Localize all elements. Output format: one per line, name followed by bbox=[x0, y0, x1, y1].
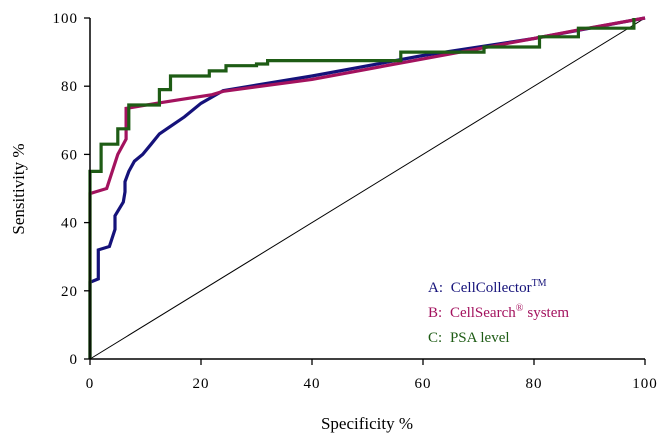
x-axis-title: Specificity % bbox=[321, 414, 413, 433]
x-tick-label: 60 bbox=[415, 376, 432, 392]
legend-entry-cellsearch: B: CellSearch® system bbox=[428, 303, 569, 321]
x-tick-label: 80 bbox=[526, 376, 543, 392]
y-tick-label: 40 bbox=[61, 216, 78, 232]
legend-entry-cellcollector: A: CellCollectorTM bbox=[428, 278, 547, 296]
axes bbox=[89, 18, 645, 360]
reference-diagonal-line bbox=[89, 17, 646, 360]
legend: A: CellCollectorTM B: CellSearch® system C:… bbox=[428, 278, 569, 346]
x-tick-label: 100 bbox=[632, 376, 658, 392]
series-line-psa-level bbox=[88, 18, 636, 359]
legend-entry-psa-level: C: PSA level bbox=[428, 330, 510, 346]
y-tick-label: 100 bbox=[53, 11, 79, 27]
y-tick-label: 80 bbox=[61, 79, 78, 95]
y-axis-title: Sensitivity % bbox=[9, 143, 28, 234]
y-tick-label: 60 bbox=[61, 147, 78, 163]
x-tick-label: 20 bbox=[193, 376, 210, 392]
tick-marks bbox=[84, 17, 646, 365]
series-line-cellsearch bbox=[88, 16, 646, 359]
plot-area bbox=[88, 16, 646, 360]
x-tick-label: 0 bbox=[86, 376, 95, 392]
y-tick-label: 20 bbox=[61, 284, 78, 300]
series-line-cellcollector bbox=[88, 16, 646, 359]
x-tick-label: 40 bbox=[304, 376, 321, 392]
y-tick-label: 0 bbox=[70, 352, 79, 368]
tick-labels: 0 20 40 60 80 100 0 20 40 60 80 100 bbox=[53, 11, 658, 392]
